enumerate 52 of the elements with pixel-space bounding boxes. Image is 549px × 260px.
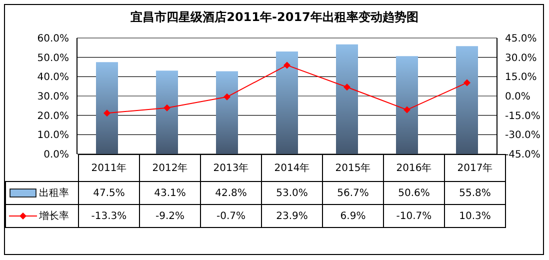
y-tick-label: 0.0%: [44, 150, 69, 161]
data-label: 42.8%: [200, 182, 262, 204]
legend-label: 出租率: [39, 186, 69, 200]
data-label: -13.3%: [78, 204, 140, 228]
chart-title: 宜昌市四星级酒店2011年-2017年出租率变动趋势图: [130, 9, 420, 26]
y2-tick-label: 15.0%: [505, 72, 537, 84]
x-tick-label: 2012年: [140, 154, 200, 182]
y-tick-label: 50.0%: [37, 52, 69, 64]
point: [164, 104, 170, 112]
bar: [396, 56, 418, 154]
data-label: 50.6%: [384, 182, 444, 204]
data-label: 56.7%: [322, 182, 384, 204]
data-label: 43.1%: [140, 182, 200, 204]
point: [404, 106, 410, 114]
data-label: 6.9%: [322, 204, 384, 228]
point: [224, 93, 230, 100]
data-label: 55.8%: [444, 182, 506, 204]
x-tick-label: 2017年: [444, 154, 506, 182]
data-label: 10.3%: [444, 204, 506, 228]
point: [284, 62, 290, 69]
bar: [456, 46, 478, 154]
x-tick-label: 2011年: [78, 154, 140, 182]
bar: [276, 52, 298, 154]
x-tick-label: 2016年: [384, 154, 444, 182]
y-tick-label: 60.0%: [37, 34, 69, 45]
y-tick-label: 40.0%: [37, 72, 69, 84]
y2-tick-label: -30.0%: [505, 130, 540, 142]
y2-tick-label: 30.0%: [505, 52, 537, 64]
bar: [216, 71, 238, 154]
data-label: 47.5%: [78, 182, 140, 204]
point: [344, 84, 350, 91]
y2-tick-label: -45.0%: [505, 150, 540, 161]
point: [464, 79, 470, 86]
x-tick-label: 2015年: [322, 154, 384, 182]
y2-tick-label: -15.0%: [505, 110, 540, 122]
bar: [156, 70, 178, 154]
data-label: 53.0%: [262, 182, 322, 204]
point: [104, 110, 110, 117]
y-tick-label: 10.0%: [37, 130, 69, 142]
data-label: -10.7%: [384, 204, 444, 228]
data-label: 23.9%: [262, 204, 322, 228]
data-label: -9.2%: [140, 204, 200, 228]
y-tick-label: 20.0%: [37, 110, 69, 122]
data-label: -0.7%: [200, 204, 262, 228]
bar: [336, 44, 358, 154]
y2-tick-label: 0.0%: [505, 92, 530, 103]
bar: [96, 62, 118, 154]
y-tick-label: 30.0%: [37, 92, 69, 103]
legend-label: 增长率: [39, 210, 69, 222]
y2-tick-label: 45.0%: [505, 34, 537, 45]
x-tick-label: 2014年: [262, 154, 322, 182]
x-tick-label: 2013年: [200, 154, 262, 182]
